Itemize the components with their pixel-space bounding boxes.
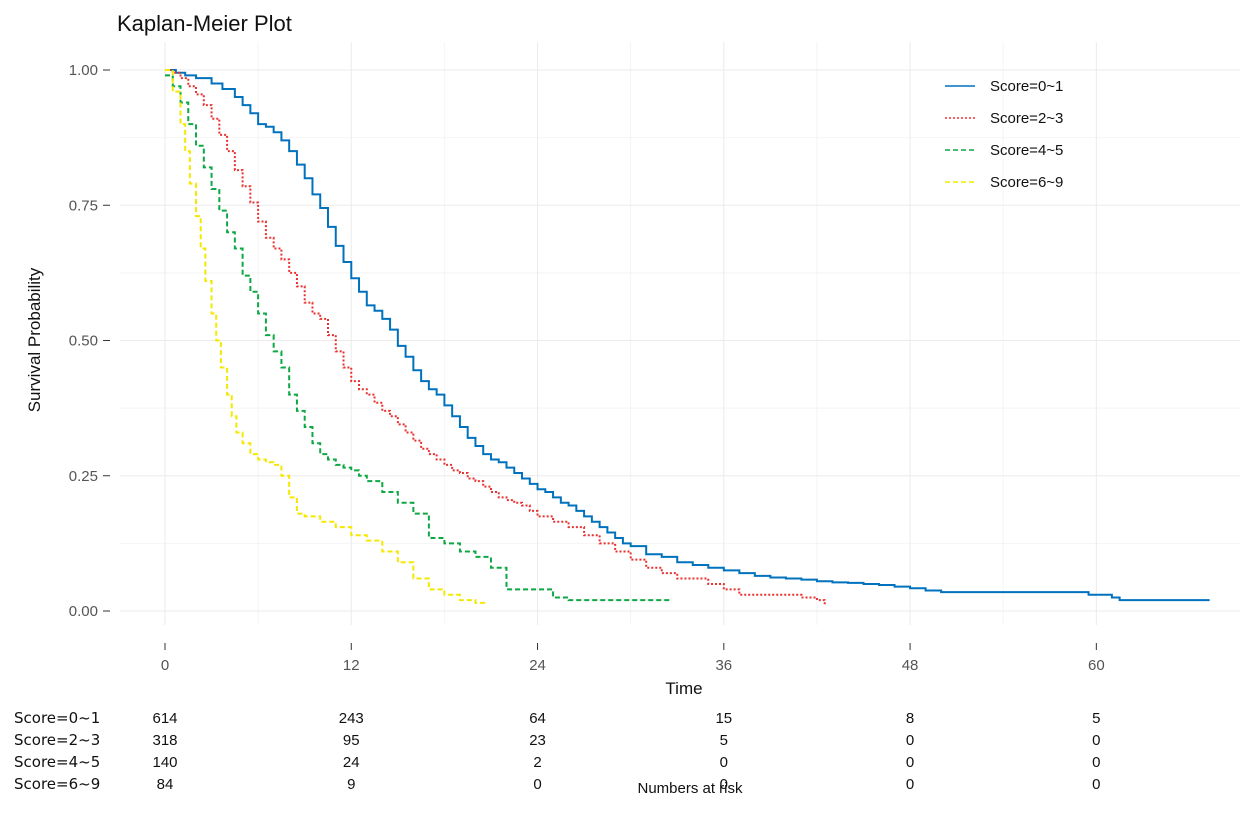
x-tick-label: 24 bbox=[529, 657, 546, 674]
risk-value: 0 bbox=[906, 732, 914, 749]
risk-value: 0 bbox=[1092, 732, 1100, 749]
y-tick-label: 1.00 bbox=[69, 62, 98, 79]
series-line-2 bbox=[165, 69, 826, 606]
legend: Score=0~1 Score=2~3 Score=4~5 Score=6~9 bbox=[945, 78, 1063, 191]
x-tick-label: 36 bbox=[715, 657, 732, 674]
risk-value: 0 bbox=[1092, 754, 1100, 771]
risk-value: 5 bbox=[720, 732, 728, 749]
x-tick-label: 48 bbox=[902, 657, 919, 674]
y-axis-title: Survival Probability bbox=[25, 267, 44, 412]
risk-value: 0 bbox=[906, 754, 914, 771]
legend-label: Score=6~9 bbox=[990, 174, 1063, 191]
risk-table: Score=0~1 614 243 64 15 8 5 Score=2~3 318 95 23 5 0 0… bbox=[14, 709, 1101, 793]
risk-table-title: Numbers at risk bbox=[637, 780, 743, 797]
risk-row-label: Score=6~9 bbox=[14, 775, 100, 793]
risk-value: 8 bbox=[906, 710, 914, 727]
risk-value: 23 bbox=[529, 732, 546, 749]
risk-value: 2 bbox=[533, 754, 541, 771]
chart-title: Kaplan-Meier Plot bbox=[117, 11, 292, 36]
legend-label: Score=4~5 bbox=[990, 142, 1063, 159]
risk-row-label: Score=0~1 bbox=[14, 709, 100, 727]
series-line-3 bbox=[165, 74, 670, 602]
y-tick-label: 0.25 bbox=[69, 468, 98, 485]
series-line-1 bbox=[165, 69, 1210, 602]
x-tick-label: 0 bbox=[161, 657, 169, 674]
risk-value: 84 bbox=[157, 776, 174, 793]
x-tick-label: 12 bbox=[343, 657, 360, 674]
risk-value: 0 bbox=[720, 776, 728, 793]
risk-value: 95 bbox=[343, 732, 360, 749]
x-axis-title: Time bbox=[665, 679, 702, 698]
legend-label: Score=2~3 bbox=[990, 110, 1063, 127]
y-tick-label: 0.00 bbox=[69, 603, 98, 620]
risk-value: 0 bbox=[720, 754, 728, 771]
risk-row-label: Score=4~5 bbox=[14, 753, 100, 771]
risk-value: 64 bbox=[529, 710, 546, 727]
series-group bbox=[165, 69, 1210, 606]
risk-value: 9 bbox=[347, 776, 355, 793]
risk-value: 614 bbox=[152, 710, 177, 727]
risk-value: 24 bbox=[343, 754, 360, 771]
risk-row-label: Score=2~3 bbox=[14, 731, 100, 749]
risk-value: 0 bbox=[906, 776, 914, 793]
legend-label: Score=0~1 bbox=[990, 78, 1063, 95]
risk-value: 0 bbox=[1092, 776, 1100, 793]
x-tick-labels: 0 12 24 36 48 60 bbox=[161, 643, 1105, 674]
risk-value: 318 bbox=[152, 732, 177, 749]
y-tick-label: 0.50 bbox=[69, 333, 98, 350]
risk-value: 5 bbox=[1092, 710, 1100, 727]
risk-value: 243 bbox=[339, 710, 364, 727]
risk-value: 15 bbox=[715, 710, 732, 727]
y-tick-labels: 0.00 0.25 0.50 0.75 1.00 bbox=[69, 62, 110, 620]
grid bbox=[120, 42, 1240, 625]
x-tick-label: 60 bbox=[1088, 657, 1105, 674]
risk-value: 140 bbox=[152, 754, 177, 771]
series-line-4 bbox=[165, 69, 488, 604]
risk-value: 0 bbox=[533, 776, 541, 793]
y-tick-label: 0.75 bbox=[69, 197, 98, 214]
